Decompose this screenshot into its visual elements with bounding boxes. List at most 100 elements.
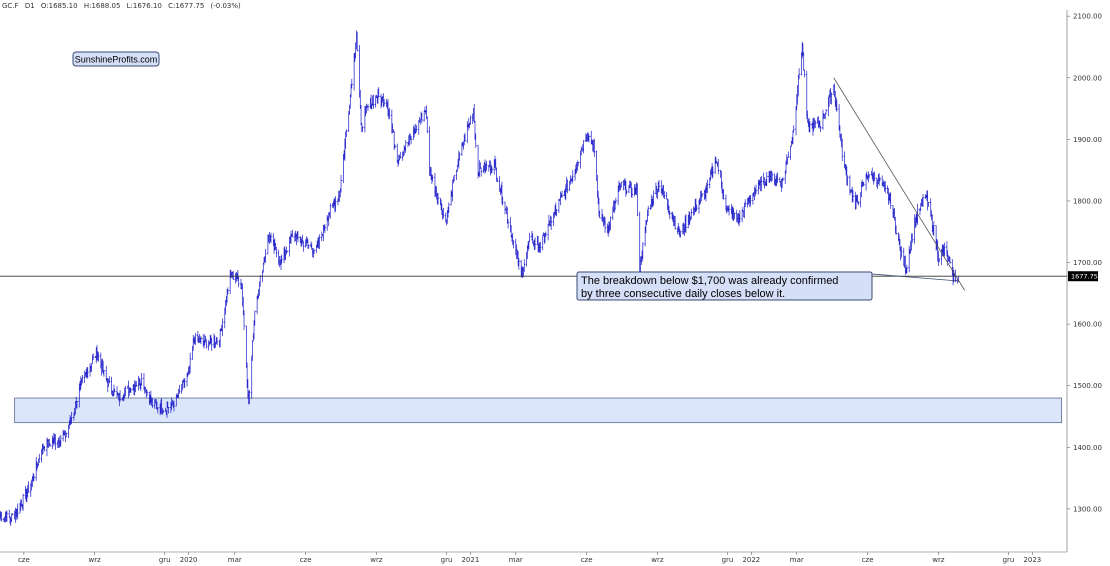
candle-bar xyxy=(722,189,725,200)
candle-bar xyxy=(253,310,256,326)
candle-bar xyxy=(593,138,596,157)
current-price-tag: 1677.75 xyxy=(1068,271,1098,282)
candle-bar xyxy=(566,179,569,194)
candle-bar xyxy=(221,318,224,337)
y-tick-label: 1800.00 xyxy=(1073,197,1102,205)
annotation-line-1: The breakdown below $1,700 was already c… xyxy=(581,275,838,287)
candle-bar xyxy=(43,445,46,452)
y-axis: 2100.00 2000.00 1900.00 1800.00 1700.00 1600.… xyxy=(1067,13,1102,513)
candle-bar xyxy=(200,335,202,345)
candle-bar xyxy=(372,94,375,109)
y-tick-label: 2000.00 xyxy=(1073,74,1102,82)
candle-bar xyxy=(237,276,240,288)
candle-bar xyxy=(232,271,235,281)
candle-bar xyxy=(663,191,666,199)
x-tick-label: mar xyxy=(228,556,242,564)
candle-bar xyxy=(146,389,148,397)
candle-bar xyxy=(577,162,580,167)
candle-bar xyxy=(598,210,601,219)
candle-bar xyxy=(501,196,504,206)
candle-bar xyxy=(437,192,439,205)
candle-bar xyxy=(173,400,175,412)
candle-bar xyxy=(873,171,876,182)
candle-bar xyxy=(857,201,860,206)
candle-bar xyxy=(334,196,337,212)
candle-bar xyxy=(544,231,547,237)
candle-bar xyxy=(949,257,951,264)
candle-bar xyxy=(189,352,192,374)
candle-bar xyxy=(485,160,488,171)
candle-bar xyxy=(862,182,865,186)
candle-bar xyxy=(830,92,833,105)
candle-bar xyxy=(728,204,730,216)
candle-bar xyxy=(771,172,774,181)
candle-bar xyxy=(625,189,628,195)
candle-bar xyxy=(922,194,924,207)
symbol-label: GC.F xyxy=(2,2,19,10)
candle-bar xyxy=(361,126,364,132)
candle-bar xyxy=(38,453,41,463)
candle-bar xyxy=(879,177,881,182)
candle-bar xyxy=(270,232,272,243)
candle-bar xyxy=(534,237,536,250)
candle-bar xyxy=(588,134,590,143)
candle-bar xyxy=(792,125,795,133)
candle-bar xyxy=(86,367,89,379)
candle-bar xyxy=(323,224,326,234)
candle-bar xyxy=(776,172,779,183)
candle-bar xyxy=(884,181,887,193)
x-tick-label: cze xyxy=(18,556,30,564)
candle-bar xyxy=(668,211,671,220)
candle-bar xyxy=(6,510,8,522)
candle-bar xyxy=(264,249,267,263)
candle-bar xyxy=(932,221,935,236)
candle-bar xyxy=(835,99,838,112)
timeframe-label: D1 xyxy=(25,2,35,10)
candle-bar xyxy=(32,474,35,482)
candle-bar xyxy=(345,129,348,137)
candle-bar xyxy=(216,337,218,346)
candle-bar xyxy=(22,493,24,512)
change-value: (-0.03%) xyxy=(211,2,241,10)
candle-bar xyxy=(733,212,736,220)
candle-bar xyxy=(641,242,644,260)
candle-bar xyxy=(846,175,849,186)
x-tick-label: mar xyxy=(509,556,523,564)
candle-bar xyxy=(711,166,714,178)
x-tick-label: 2022 xyxy=(742,556,760,564)
candle-bar xyxy=(140,373,143,386)
logo-text: SunshineProfits.com xyxy=(75,55,158,65)
candle-bar xyxy=(70,411,73,424)
candle-bar xyxy=(819,126,822,132)
candle-bar xyxy=(550,216,553,230)
candle-bar xyxy=(749,194,752,207)
candle-bar xyxy=(755,184,757,195)
candle-bar xyxy=(383,98,386,107)
candle-bar xyxy=(679,230,682,238)
candle-bar xyxy=(738,209,741,223)
candle-bar xyxy=(620,181,623,188)
candle-bar xyxy=(394,144,396,149)
annotation-box: The breakdown below $1,700 was already c… xyxy=(576,271,873,301)
candle-bar xyxy=(318,234,321,250)
annotation-pointer xyxy=(859,272,959,282)
candle-bar xyxy=(340,174,342,193)
high-value: H:1688.05 xyxy=(84,2,121,10)
y-tick-label: 1400.00 xyxy=(1073,444,1102,452)
candle-bar xyxy=(507,219,509,229)
candle-bar xyxy=(226,287,229,295)
x-tick-label: cze xyxy=(581,556,593,564)
price-tag-text: 1677.75 xyxy=(1071,273,1098,281)
candle-bar xyxy=(54,434,57,450)
x-tick-label: 2021 xyxy=(461,556,479,564)
candle-bar xyxy=(868,174,871,179)
x-tick-label: wrz xyxy=(89,556,102,564)
candle-bar xyxy=(0,511,3,522)
trendline xyxy=(833,77,965,291)
candle-bar xyxy=(113,388,116,393)
y-tick-label: 1600.00 xyxy=(1073,321,1102,329)
candle-bar xyxy=(59,434,62,447)
candle-bar xyxy=(307,244,310,249)
candle-bar xyxy=(480,167,483,177)
